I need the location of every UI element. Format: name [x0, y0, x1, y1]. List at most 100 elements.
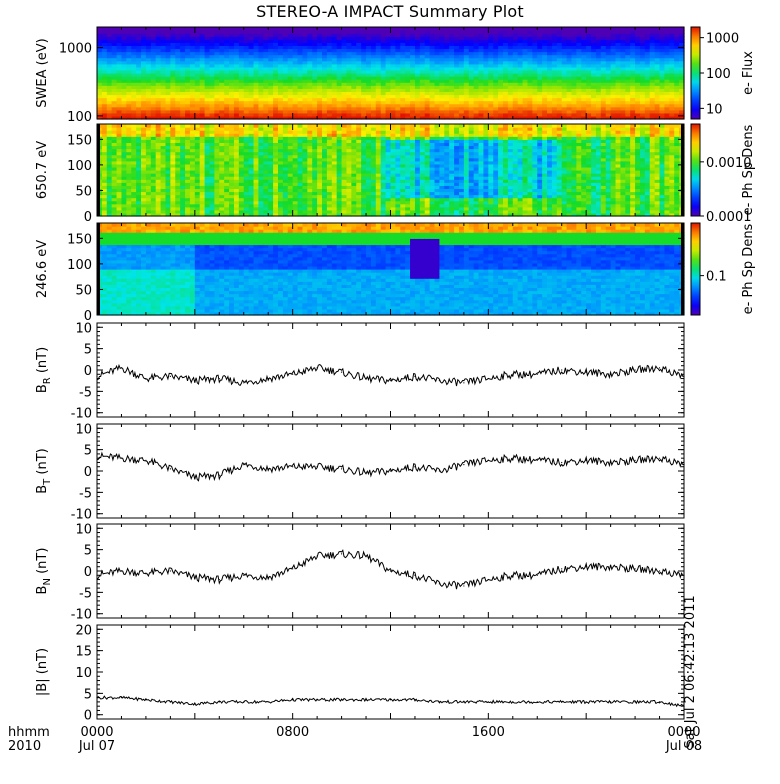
heatmap-cell: [513, 27, 518, 31]
heatmap-cell: [151, 27, 156, 31]
swea-cbar-tick-label: 100: [706, 67, 731, 82]
pad650-heatmap: [97, 124, 685, 217]
heatmap-cell: [518, 27, 523, 31]
heatmap-cell: [229, 124, 234, 128]
heatmap-cell: [146, 124, 151, 128]
heatmap-cell: [195, 124, 200, 128]
heatmap-cell: [200, 124, 205, 128]
heatmap-cell: [146, 27, 151, 31]
heatmap-cell: [244, 27, 249, 31]
heatmap-cell: [161, 124, 166, 128]
heatmap-cell: [674, 27, 679, 31]
heatmap-cell: [454, 27, 459, 31]
heatmap-cell: [136, 124, 141, 128]
heatmap-cell: [366, 27, 371, 31]
heatmap-cell: [102, 124, 107, 128]
heatmap-cell: [234, 124, 239, 128]
heatmap-cell: [493, 27, 498, 31]
heatmap-cell: [224, 27, 229, 31]
heatmap-cell: [464, 27, 469, 31]
heatmap-cell: [283, 124, 288, 128]
swea-ytick-label: 1000: [59, 42, 92, 57]
heatmap-cell: [302, 124, 307, 128]
heatmap-cell: [552, 27, 557, 31]
heatmap-cell: [121, 27, 126, 31]
heatmap-cell: [586, 27, 591, 31]
heatmap-cell: [175, 27, 180, 31]
heatmap-cell: [420, 27, 425, 31]
heatmap-cell: [415, 27, 420, 31]
heatmap-cell: [278, 124, 283, 128]
chart-title: STEREO-A IMPACT Summary Plot: [180, 2, 600, 21]
heatmap-cell: [395, 27, 400, 31]
heatmap-cell: [258, 27, 263, 31]
heatmap-cell: [576, 27, 581, 31]
heatmap-cell: [195, 27, 200, 31]
heatmap-cell: [625, 27, 630, 31]
heatmap-cell: [469, 27, 474, 31]
heatmap-cell: [479, 27, 484, 31]
heatmap-cell: [351, 27, 356, 31]
heatmap-cell: [542, 27, 547, 31]
heatmap-cell: [425, 27, 430, 31]
heatmap-cell: [503, 27, 508, 31]
heatmap-cell: [307, 27, 312, 31]
heatmap-cell: [273, 124, 278, 128]
heatmap-cell: [170, 27, 175, 31]
heatmap-cell: [381, 27, 386, 31]
heatmap-cell: [547, 27, 552, 31]
heatmap-cell: [567, 27, 572, 31]
heatmap-cell: [170, 124, 175, 128]
heatmap-cell: [298, 124, 303, 128]
heatmap-cell: [430, 27, 435, 31]
heatmap-cell: [131, 27, 136, 31]
heatmap-cell: [596, 27, 601, 31]
heatmap-cell: [126, 124, 131, 128]
heatmap-cell: [268, 27, 273, 31]
heatmap-cell: [591, 27, 596, 31]
heatmap-cell: [205, 27, 210, 31]
heatmap-cell: [161, 27, 166, 31]
heatmap-cell: [660, 27, 665, 31]
heatmap-cell: [244, 124, 249, 128]
heatmap-cell: [302, 27, 307, 31]
heatmap-cell: [107, 27, 112, 31]
heatmap-cell: [444, 27, 449, 31]
heatmap-cell: [371, 27, 376, 31]
heatmap-cell: [616, 27, 621, 31]
heatmap-cell: [498, 27, 503, 31]
heatmap-cell: [175, 124, 180, 128]
heatmap-cell: [327, 27, 332, 31]
heatmap-cell: [664, 27, 669, 31]
heatmap-cell: [234, 27, 239, 31]
swea-heatmap: [97, 27, 685, 120]
swea-colorbar-label: e- Flux: [741, 51, 756, 95]
heatmap-cell: [249, 124, 254, 128]
heatmap-cell: [131, 124, 136, 128]
heatmap-cell: [669, 27, 674, 31]
heatmap-cell: [391, 27, 396, 31]
heatmap-cell: [635, 27, 640, 31]
swea-ytick-label: 100: [67, 110, 92, 125]
heatmap-cell: [268, 124, 273, 128]
heatmap-cell: [601, 27, 606, 31]
heatmap-cell: [210, 124, 215, 128]
heatmap-cell: [273, 27, 278, 31]
heatmap-cell: [645, 27, 650, 31]
heatmap-cell: [254, 124, 259, 128]
heatmap-cell: [488, 27, 493, 31]
heatmap-cell: [180, 124, 185, 128]
heatmap-cell: [112, 124, 117, 128]
heatmap-cell: [258, 124, 263, 128]
heatmap-cell: [205, 124, 210, 128]
heatmap-cell: [249, 27, 254, 31]
heatmap-cell: [317, 27, 322, 31]
heatmap-cell: [298, 27, 303, 31]
heatmap-cell: [400, 27, 405, 31]
heatmap-cell: [439, 27, 444, 31]
heatmap-cell: [293, 27, 298, 31]
heatmap-cell: [156, 27, 161, 31]
swea-colorbar: [691, 27, 700, 119]
